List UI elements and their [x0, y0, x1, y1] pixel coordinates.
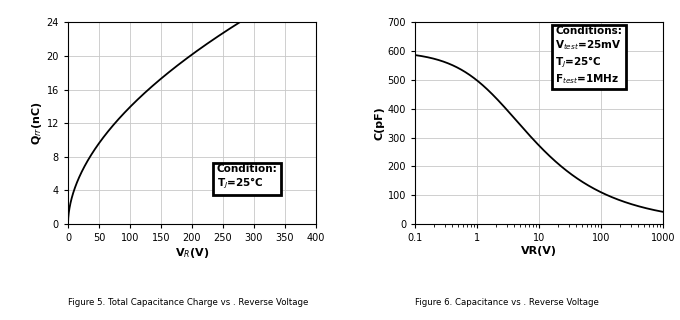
Text: Figure 5. Total Capacitance Charge vs . Reverse Voltage: Figure 5. Total Capacitance Charge vs . …: [68, 298, 308, 307]
Text: Condition:
T$_J$=25°C: Condition: T$_J$=25°C: [217, 164, 277, 191]
X-axis label: VR(V): VR(V): [521, 246, 557, 256]
Y-axis label: Q$_{rr}$(nC): Q$_{rr}$(nC): [30, 101, 44, 145]
Text: Conditions:
V$_{test}$=25mV
T$_J$=25°C
F$_{test}$=1MHz: Conditions: V$_{test}$=25mV T$_J$=25°C F…: [555, 27, 622, 85]
X-axis label: V$_R$(V): V$_R$(V): [175, 246, 209, 260]
Y-axis label: C(pF): C(pF): [375, 106, 385, 140]
Text: Figure 6. Capacitance vs . Reverse Voltage: Figure 6. Capacitance vs . Reverse Volta…: [415, 298, 599, 307]
